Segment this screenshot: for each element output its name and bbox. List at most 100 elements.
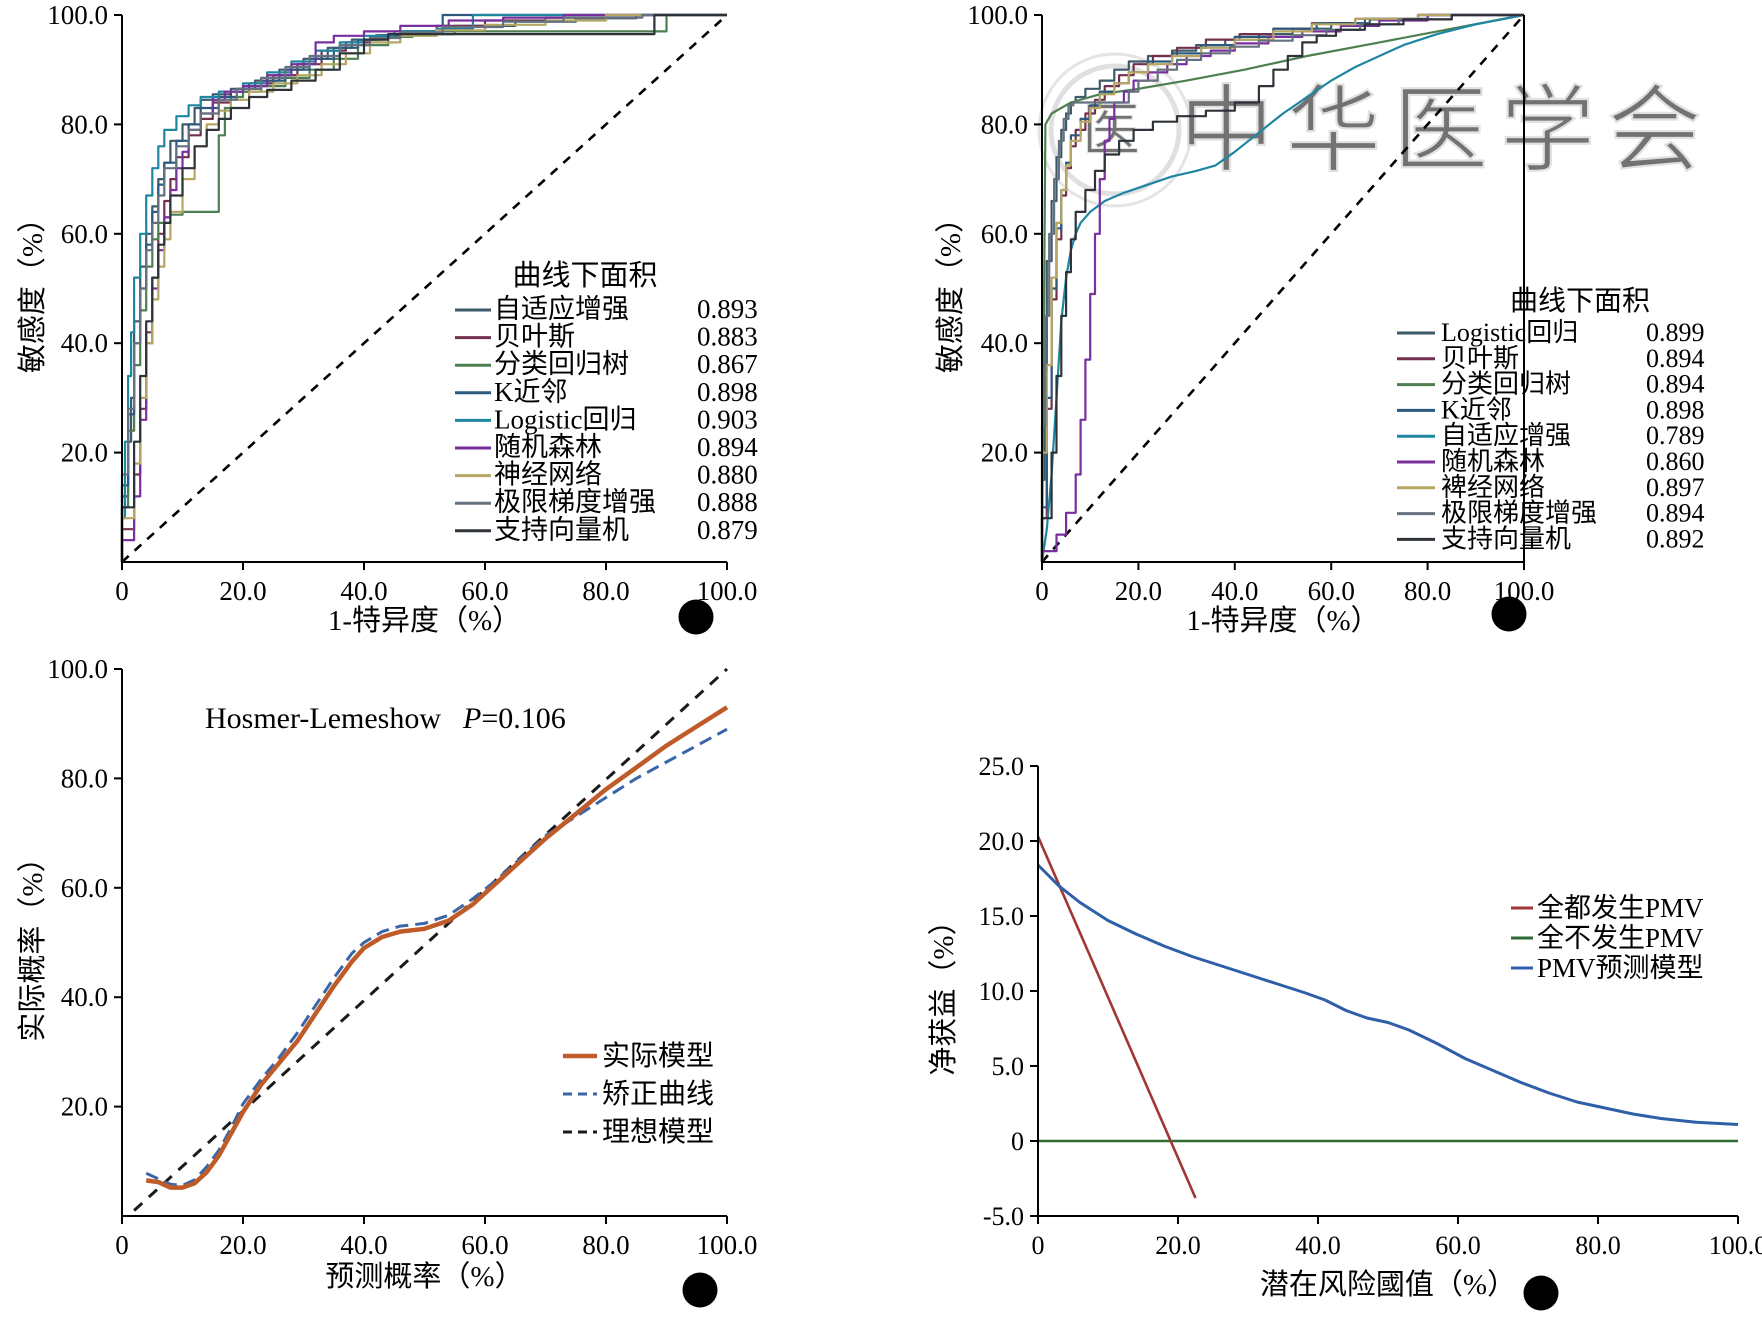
- y-tick-label: 20.0: [979, 827, 1025, 856]
- y-tick-label: 5.0: [992, 1052, 1025, 1081]
- watermark-text: 中华医学会: [1179, 78, 1714, 184]
- legend-model-name: 贝叶斯: [494, 322, 575, 352]
- legend-auc-value: 0.899: [1646, 318, 1705, 347]
- y-tick-label: 100.0: [967, 0, 1028, 30]
- x-tick-label: 40.0: [340, 576, 387, 606]
- legend-auc-value: 0.898: [697, 377, 758, 407]
- series-自适应增强: [1040, 13, 1525, 563]
- panel-3b-roc-validation: 医中华医学会 0 20.0 40.0 60.0 80.0 100.0 20.0 40.0 60.0…: [881, 0, 1762, 660]
- y-tick-label: 20.0: [981, 438, 1028, 468]
- legend-auc-value: 0.894: [1646, 344, 1705, 373]
- legend-auc-value: 0.867: [697, 349, 758, 379]
- x-tick-label: 100.0: [697, 1230, 758, 1260]
- series-支持向量机: [1040, 13, 1524, 562]
- panel-badge-label: 3a: [686, 606, 708, 630]
- legend-auc-value: 0.789: [1646, 421, 1705, 450]
- legend-model-name: 神经网络: [494, 460, 602, 490]
- axes: [114, 668, 728, 1224]
- y-axis-title: 净获益（%）: [927, 906, 960, 1075]
- axes: [1030, 765, 1739, 1224]
- y-tick-label: 60.0: [61, 873, 108, 903]
- x-tick-label: 20.0: [1115, 576, 1162, 606]
- series-实际模型: [145, 705, 729, 1190]
- panel-3a-roc-training: 0 20.0 40.0 60.0 80.0 100.0 20.0 40.0 60.0 80.0 10…: [0, 0, 881, 660]
- x-tick-label: 80.0: [1575, 1231, 1621, 1260]
- x-tick-label: 20.0: [1155, 1231, 1201, 1260]
- legend-entry-label: PMV预测模型: [1537, 953, 1704, 983]
- y-tick-label: -5.0: [983, 1202, 1024, 1231]
- legend-auc-value: 0.894: [697, 432, 758, 462]
- chart-svg-d: 0 20.0 40.0 60.0 80.0 100.0 -5.0 0 5.0 10.0 15.0 20…: [927, 752, 1762, 1311]
- series-分类回归树: [1040, 13, 1525, 563]
- y-tick-label: 40.0: [981, 328, 1028, 358]
- series-极限梯度增强: [1040, 13, 1524, 562]
- legend-auc-value: 0.893: [697, 294, 758, 324]
- series-理想模型: [133, 667, 729, 1212]
- series-group: [1040, 13, 1525, 563]
- y-tick-label: 60.0: [981, 219, 1028, 249]
- legend-entry-label: 矫正曲线: [602, 1078, 714, 1110]
- y-tick-label: 40.0: [61, 982, 108, 1012]
- series-极限梯度增强: [120, 13, 727, 562]
- legend-auc-value: 0.903: [697, 404, 758, 434]
- panel-3d-decision-curve: 0 20.0 40.0 60.0 80.0 100.0 -5.0 0 5.0 10.0 15.0 20…: [881, 660, 1762, 1321]
- panel-badge: 3d: [1523, 1275, 1559, 1311]
- panel-badge-label: 3c: [690, 1279, 710, 1303]
- x-tick-label: 60.0: [1308, 576, 1355, 606]
- legend-model-name: 极限梯度增强: [1441, 499, 1597, 528]
- y-tick-label: 20.0: [61, 438, 108, 468]
- panel-badge-label: 3b: [1498, 603, 1520, 627]
- x-axis-title: 预测概率（%）: [325, 1260, 523, 1293]
- axes: [114, 14, 728, 570]
- legend-auc-value: 0.892: [1646, 524, 1705, 553]
- x-tick-label: 80.0: [582, 1230, 629, 1260]
- legend-model-name: K近邻: [1441, 395, 1512, 424]
- y-tick-label: 25.0: [979, 752, 1025, 781]
- x-axis-title: 潜在风险國值（%）: [1260, 1268, 1516, 1301]
- legend-title: 曲线下面积: [512, 259, 657, 292]
- chart-svg-a: 0 20.0 40.0 60.0 80.0 100.0 20.0 40.0 60.0 80.0 10…: [16, 0, 758, 637]
- y-tick-label: 80.0: [61, 763, 108, 793]
- legend-model-name: Logistic回归: [1441, 318, 1578, 347]
- legend-auc-value: 0.894: [1646, 499, 1705, 528]
- legend-model-name: 自适应增强: [494, 294, 629, 324]
- y-tick-label: 80.0: [61, 109, 108, 139]
- legend-auc-value: 0.883: [697, 322, 758, 352]
- y-tick-label: 0: [1011, 1127, 1024, 1156]
- panel-badge: 3a: [678, 599, 714, 635]
- legend-entry-label: 实际模型: [602, 1040, 714, 1072]
- series-group: [120, 13, 728, 563]
- legend-model-name: 分类回归树: [494, 349, 629, 379]
- legend-auc-value: 0.898: [1646, 395, 1705, 424]
- x-tick-label: 40.0: [1295, 1231, 1341, 1260]
- x-axis-title: 1-特异度（%）: [1186, 604, 1379, 637]
- x-tick-label: 80.0: [1404, 576, 1451, 606]
- x-tick-label: 40.0: [340, 1230, 387, 1260]
- legend-model-name: 支持向量机: [494, 515, 629, 545]
- series-Logistic回归: [120, 13, 727, 562]
- panel-badge: 3b: [1491, 596, 1527, 632]
- legend-model-name: 自适应增强: [1441, 421, 1571, 450]
- legend-model-name: 随机森林: [1441, 447, 1545, 476]
- y-tick-label: 100.0: [47, 654, 108, 684]
- panel-badge-label: 3d: [1530, 1282, 1553, 1306]
- legend-model-name: 分类回归树: [1441, 370, 1571, 399]
- legend-model-name: 裨经网络: [1441, 473, 1545, 502]
- y-tick-label: 15.0: [979, 902, 1025, 931]
- legend-model-name: K近邻: [494, 377, 568, 407]
- axes: [1034, 14, 1525, 570]
- watermark: 医中华医学会: [1037, 52, 1714, 208]
- hosmer-lemeshow-annotation: Hosmer-Lemeshow P=0.106: [205, 702, 566, 735]
- x-tick-label: 40.0: [1211, 576, 1258, 606]
- series-全都发生PMV: [1036, 835, 1197, 1199]
- legend-model-name: Logistic回归: [494, 404, 637, 434]
- y-tick-label: 10.0: [979, 977, 1025, 1006]
- y-tick-label: 100.0: [47, 0, 108, 30]
- legend-auc-value: 0.860: [1646, 447, 1705, 476]
- series-支持向量机: [120, 13, 727, 562]
- x-tick-label: 100.0: [697, 576, 758, 606]
